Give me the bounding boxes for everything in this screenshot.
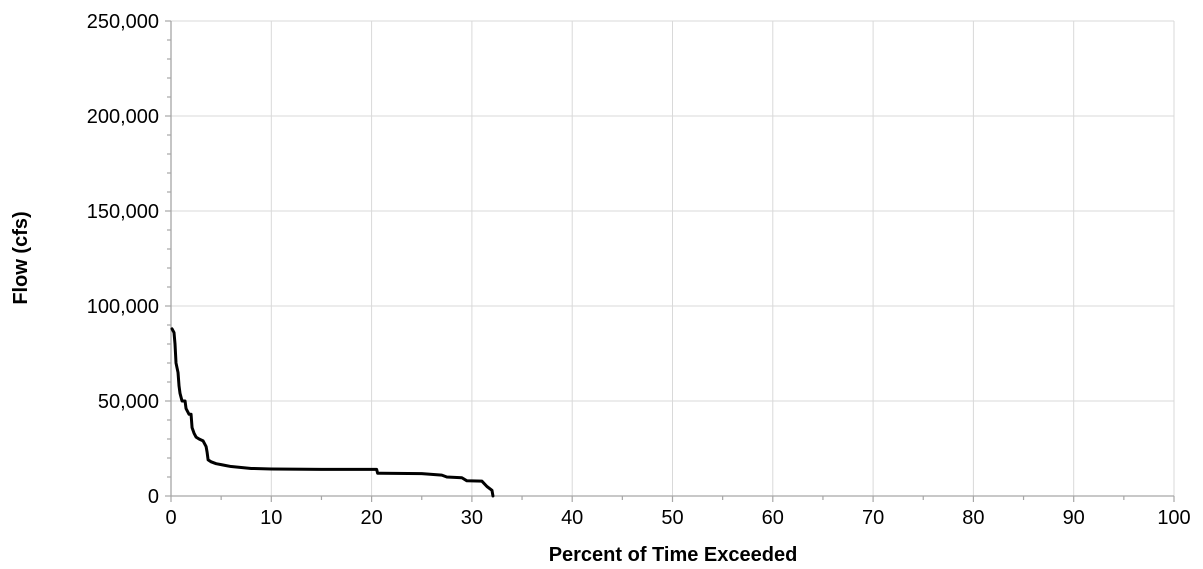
- y-axis-title: Flow (cfs): [10, 211, 32, 304]
- x-tick-label: 10: [260, 507, 282, 529]
- data-point: [198, 438, 200, 440]
- tick-marks: [165, 20, 1175, 502]
- data-point: [178, 385, 180, 387]
- data-point: [191, 427, 193, 429]
- x-tick-label: 60: [762, 507, 784, 529]
- data-point: [421, 472, 423, 475]
- data-point: [270, 468, 272, 470]
- data-point: [193, 432, 195, 434]
- data-point: [461, 477, 463, 479]
- y-tick-label: 200,000: [87, 106, 159, 128]
- data-point: [181, 400, 183, 402]
- series: [170, 327, 495, 498]
- data-point: [250, 467, 252, 470]
- data-point: [240, 466, 242, 469]
- x-tick-label: 50: [661, 507, 683, 529]
- data-point: [173, 332, 175, 334]
- x-tick-label: 90: [1063, 507, 1085, 529]
- y-tick-label: 0: [148, 486, 159, 508]
- data-point: [320, 468, 323, 470]
- data-point: [491, 489, 493, 491]
- y-tick-label: 50,000: [98, 391, 159, 413]
- data-point: [179, 392, 181, 394]
- data-point: [446, 476, 448, 478]
- data-point: [175, 362, 177, 364]
- x-tick-label: 80: [962, 507, 984, 529]
- data-point: [492, 495, 494, 497]
- data-point: [202, 440, 204, 442]
- x-tick-label: 70: [862, 507, 884, 529]
- x-tick-label: 100: [1157, 507, 1190, 529]
- data-point: [188, 413, 190, 415]
- data-point: [215, 463, 217, 465]
- data-point: [206, 451, 208, 453]
- x-tick-label: 40: [561, 507, 583, 529]
- data-point: [177, 371, 179, 374]
- data-point: [376, 468, 378, 470]
- gridlines: [171, 20, 1175, 496]
- data-point: [466, 480, 468, 482]
- data-point: [207, 459, 209, 461]
- y-tick-label: 100,000: [87, 296, 159, 318]
- data-point: [195, 436, 197, 438]
- data-point: [205, 446, 207, 448]
- data-point: [225, 465, 227, 467]
- flow-duration-curve: [170, 327, 495, 498]
- data-point: [377, 472, 379, 474]
- data-point: [190, 413, 192, 415]
- data-point: [185, 408, 187, 410]
- data-point: [171, 328, 173, 330]
- y-tick-label: 150,000: [87, 201, 159, 223]
- data-point: [220, 464, 222, 466]
- data-point: [481, 480, 483, 482]
- y-tick-label: 250,000: [87, 11, 159, 33]
- x-tick-label: 0: [165, 507, 176, 529]
- x-tick-label: 20: [360, 507, 382, 529]
- data-point: [210, 461, 212, 463]
- tick-labels: 0 10 20 30 40 50 60 70 80 90 100 0 50,000 100,000 150,…: [87, 11, 1191, 529]
- data-point: [441, 474, 443, 476]
- data-point: [230, 465, 232, 468]
- x-axis-title: Percent of Time Exceeded: [549, 544, 798, 566]
- data-point: [486, 485, 488, 488]
- data-point: [174, 343, 176, 345]
- x-tick-label: 30: [461, 507, 483, 529]
- data-point: [184, 400, 186, 402]
